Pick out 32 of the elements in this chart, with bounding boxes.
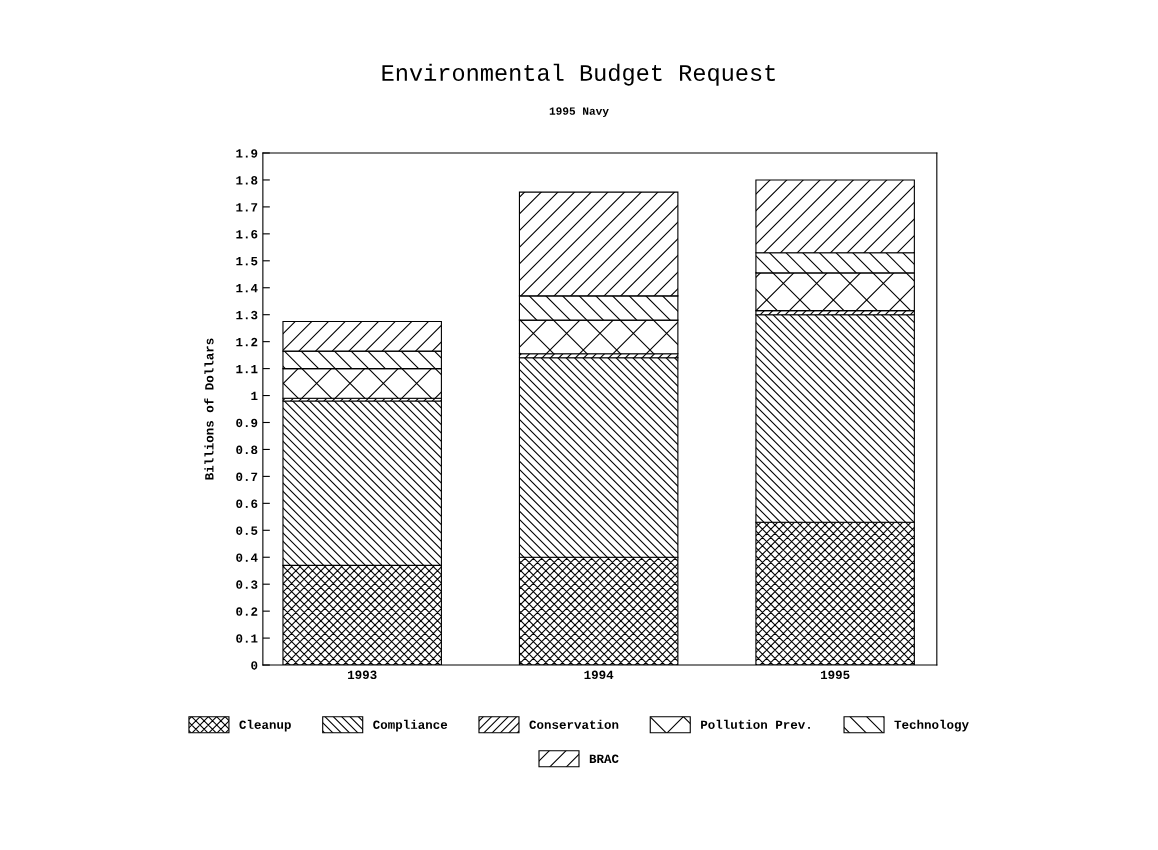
legend-label: Pollution Prev.	[701, 719, 810, 729]
y-tick-label: 1.1	[236, 364, 258, 374]
y-tick-label: 1.9	[236, 149, 258, 158]
legend-label: Conservation	[529, 719, 619, 729]
y-tick-label: 0.9	[236, 418, 258, 428]
y-tick-label: 1.3	[236, 310, 258, 320]
y-tick-label: 0.7	[236, 472, 258, 482]
y-tick-label: 1.4	[236, 284, 258, 293]
y-tick-label: 0	[251, 661, 258, 670]
y-tick-label: 0.1	[236, 634, 258, 643]
x-tick-label: 1994	[584, 670, 614, 680]
legend-label: Cleanup	[239, 719, 291, 732]
legend-label: Technology	[894, 719, 969, 732]
legend-label: BRAC	[589, 754, 619, 763]
y-tick-label: 0.8	[236, 445, 258, 455]
y-axis-title: Billions of Dollars	[204, 338, 214, 480]
y-tick-label: 1.2	[236, 337, 258, 347]
chart-subtitle: 1995 Navy	[549, 107, 609, 118]
x-tick-label: 1995	[820, 670, 850, 680]
y-tick-label: 1.6	[236, 230, 258, 239]
y-tick-label: 0.2	[236, 607, 258, 616]
y-tick-label: 0.6	[236, 499, 258, 508]
y-tick-label: 0.4	[236, 553, 258, 562]
x-tick-label: 1993	[348, 670, 377, 680]
chart-title: Environmental Budget Request	[382, 63, 775, 86]
y-tick-label: 1	[251, 391, 258, 401]
legend-label: Compliance	[373, 719, 448, 732]
y-tick-label: 0.5	[236, 526, 258, 535]
y-tick-label: 1.7	[236, 203, 258, 212]
y-tick-label: 1.5	[236, 257, 258, 266]
y-tick-label: 1.8	[236, 176, 258, 185]
y-tick-label: 0.3	[236, 580, 258, 589]
